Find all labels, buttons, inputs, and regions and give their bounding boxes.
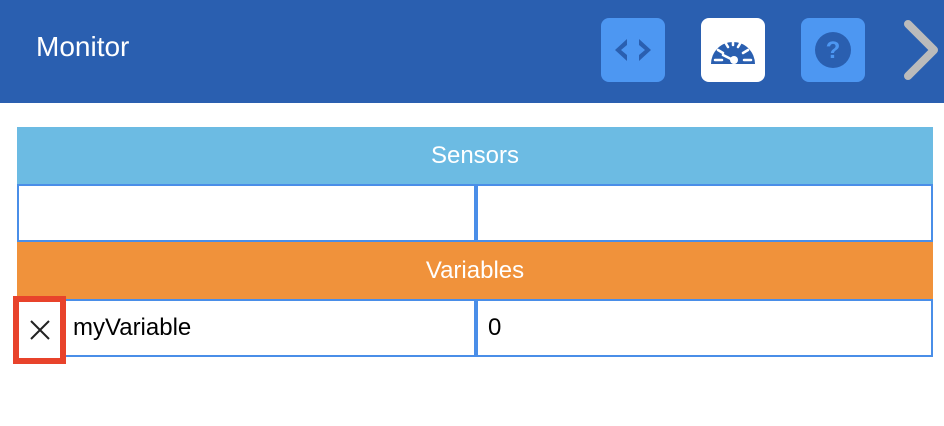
help-icon: ?	[815, 32, 851, 68]
sensor-name-cell	[17, 184, 476, 242]
variables-header: Variables	[17, 242, 933, 299]
variable-value: 0	[476, 299, 933, 357]
header: Monitor ?	[0, 0, 944, 103]
code-icon	[615, 39, 651, 61]
monitor-button[interactable]	[701, 18, 765, 82]
sensor-value-cell	[476, 184, 933, 242]
next-button[interactable]	[900, 18, 944, 82]
variable-name: myVariable	[17, 299, 476, 357]
svg-text:?: ?	[826, 37, 841, 64]
remove-variable-button[interactable]	[13, 296, 66, 364]
monitor-table: Sensors Variables myVariable 0	[17, 127, 933, 357]
chevron-right-icon	[904, 20, 938, 80]
gauge-icon	[711, 37, 755, 64]
code-button[interactable]	[601, 18, 665, 82]
sensors-header: Sensors	[17, 127, 933, 184]
variable-row: myVariable 0	[17, 299, 933, 357]
page-title: Monitor	[36, 31, 130, 62]
sensor-row	[17, 184, 933, 242]
help-button[interactable]: ?	[801, 18, 865, 82]
close-icon	[29, 320, 50, 340]
